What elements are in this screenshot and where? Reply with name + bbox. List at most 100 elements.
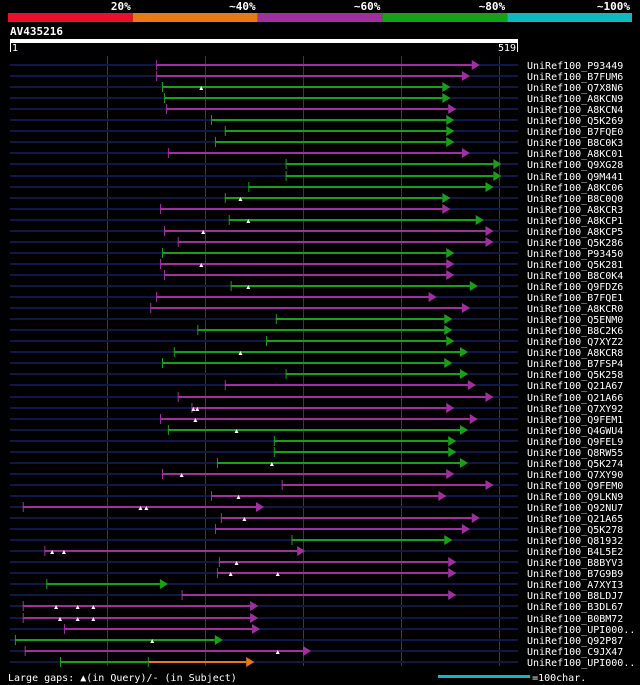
hit-name[interactable]: UniRef100_Q5K258 <box>527 370 623 381</box>
hit-name[interactable]: UniRef100_A8KC06 <box>527 183 623 194</box>
hit-name[interactable]: UniRef100_B3DL67 <box>527 602 623 613</box>
hit-bar <box>291 539 445 541</box>
hit-name[interactable]: UniRef100_Q4GWU4 <box>527 426 623 437</box>
hit-name[interactable]: UniRef100_B8C0Q0 <box>527 194 623 205</box>
hit-row: UniRef100_Q7XY92 <box>10 403 623 415</box>
query-gap-marker <box>228 572 233 576</box>
hit-name[interactable]: UniRef100_A8KCN4 <box>527 105 623 116</box>
hit-arrow <box>485 237 494 247</box>
hit-arrow <box>485 480 494 490</box>
hit-arrow <box>459 425 468 435</box>
hit-name[interactable]: UniRef100_A8KCN9 <box>527 94 623 105</box>
hit-bar <box>216 462 460 464</box>
hit-row: UniRef100_Q92NU7 <box>10 502 623 514</box>
hit-name[interactable]: UniRef100_Q5K286 <box>527 238 623 249</box>
query-gap-marker <box>234 561 239 565</box>
hit-name[interactable]: UniRef100_B7FSP4 <box>527 359 623 370</box>
hit-name[interactable]: UniRef100_A8KC01 <box>527 149 623 160</box>
hit-name[interactable]: UniRef100_Q7XY90 <box>527 470 623 481</box>
hit-name[interactable]: UniRef100_Q92P87 <box>527 636 623 647</box>
hit-name[interactable]: UniRef100_Q92NU7 <box>527 503 623 514</box>
hit-track <box>10 175 518 177</box>
hit-name[interactable]: UniRef100_Q5K278 <box>527 525 623 536</box>
hit-name[interactable]: UniRef100_Q7X8N6 <box>527 83 623 94</box>
query-gap-marker <box>91 605 96 609</box>
hit-row: UniRef100_Q4GWU4 <box>10 425 623 437</box>
hit-name[interactable]: UniRef100_B0BM72 <box>527 614 623 625</box>
hit-bar <box>162 473 447 475</box>
hit-name[interactable]: UniRef100_Q9M441 <box>527 172 623 183</box>
hit-name[interactable]: UniRef100_Q5K281 <box>527 260 623 271</box>
hit-name[interactable]: UniRef100_Q21A65 <box>527 514 623 525</box>
hit-name[interactable]: UniRef100_A8KCP1 <box>527 216 623 227</box>
hit-name[interactable]: UniRef100_Q9FEM0 <box>527 481 623 492</box>
hit-name[interactable]: UniRef100_C9JX47 <box>527 647 623 658</box>
hit-bar <box>160 208 443 210</box>
hit-name[interactable]: UniRef100_Q9LKN9 <box>527 492 623 503</box>
hit-name[interactable]: UniRef100_B8C0K3 <box>527 138 623 149</box>
hit-name[interactable]: UniRef100_P93450 <box>527 249 623 260</box>
hit-arrow <box>446 403 455 413</box>
hit-name[interactable]: UniRef100_B4L5E2 <box>527 547 623 558</box>
hit-name[interactable]: UniRef100_Q9FDZ6 <box>527 282 623 293</box>
hit-arrow <box>446 259 455 269</box>
hit-name[interactable]: UniRef100_UPI000.. <box>527 625 635 636</box>
hit-name[interactable]: UniRef100_Q5K274 <box>527 459 623 470</box>
query-gap-marker <box>201 230 206 234</box>
hit-row: UniRef100_Q81932 <box>10 535 623 547</box>
hit-row: UniRef100_B0BM72 <box>10 613 623 625</box>
hit-track <box>10 639 518 641</box>
hit-row: UniRef100_B7FUM6 <box>10 71 623 83</box>
hit-name[interactable]: UniRef100_Q9FEM1 <box>527 415 623 426</box>
hit-row: UniRef100_B7FSP4 <box>10 358 623 370</box>
hit-bar <box>218 561 449 563</box>
hit-arrow <box>442 193 451 203</box>
hit-arrow <box>448 590 457 600</box>
hit-name[interactable]: UniRef100_B7FQE1 <box>527 293 623 304</box>
hit-bar <box>228 219 476 221</box>
hit-name[interactable]: UniRef100_B8C0K4 <box>527 271 623 282</box>
hit-name[interactable]: UniRef100_B8C2K6 <box>527 326 623 337</box>
query-gap-marker <box>236 495 241 499</box>
hit-row: UniRef100_Q5K258 <box>10 369 623 381</box>
hit-arrow <box>469 281 478 291</box>
hit-row: UniRef100_A8KCP5 <box>10 226 623 238</box>
hit-arrow <box>444 358 453 368</box>
hit-name[interactable]: UniRef100_UPI000.. <box>527 658 635 669</box>
hit-name[interactable]: UniRef100_Q21A67 <box>527 381 623 392</box>
hit-name[interactable]: UniRef100_A8KCR3 <box>527 205 623 216</box>
hit-name[interactable]: UniRef100_Q9XG28 <box>527 160 623 171</box>
hit-arrow <box>448 557 457 567</box>
hit-row: UniRef100_B3DL67 <box>10 601 623 613</box>
identity-legend: 20% ~40% ~60% ~80% ~100% <box>8 0 632 22</box>
hit-name[interactable]: UniRef100_A7XYI3 <box>527 580 623 591</box>
hit-arrow <box>461 71 470 81</box>
hit-row: UniRef100_Q9FEL9 <box>10 436 623 448</box>
hit-name[interactable]: UniRef100_A8KCP5 <box>527 227 623 238</box>
hit-arrow <box>444 535 453 545</box>
hit-name[interactable]: UniRef100_P93449 <box>527 61 623 72</box>
hit-name[interactable]: UniRef100_Q8RW55 <box>527 448 623 459</box>
hit-name[interactable]: UniRef100_A8KCR0 <box>527 304 623 315</box>
query-gap-marker <box>75 605 80 609</box>
hit-name[interactable]: UniRef100_Q81932 <box>527 536 623 547</box>
hit-row: UniRef100_A8KC01 <box>10 148 623 160</box>
hit-name[interactable]: UniRef100_B7FUM6 <box>527 72 623 83</box>
hit-arrow <box>428 292 437 302</box>
hit-bar <box>156 75 462 77</box>
hit-bar <box>211 495 439 497</box>
hit-name[interactable]: UniRef100_B7FQE0 <box>527 127 623 138</box>
hit-name[interactable]: UniRef100_A8KCR8 <box>527 348 623 359</box>
hit-name[interactable]: UniRef100_Q5ENM0 <box>527 315 623 326</box>
hit-name[interactable]: UniRef100_Q7XYZ2 <box>527 337 623 348</box>
query-gap-marker <box>61 550 66 554</box>
hit-name[interactable]: UniRef100_B8BYV3 <box>527 558 623 569</box>
hit-name[interactable]: UniRef100_Q9FEL9 <box>527 437 623 448</box>
hit-name[interactable]: UniRef100_Q5K269 <box>527 116 623 127</box>
hit-name[interactable]: UniRef100_B8LDJ7 <box>527 591 623 602</box>
hit-bar <box>163 230 486 232</box>
hit-name[interactable]: UniRef100_B7G9B9 <box>527 569 623 580</box>
hit-name[interactable]: UniRef100_Q21A66 <box>527 393 623 404</box>
legend-swatch-100 <box>507 13 632 22</box>
hit-name[interactable]: UniRef100_Q7XY92 <box>527 404 623 415</box>
